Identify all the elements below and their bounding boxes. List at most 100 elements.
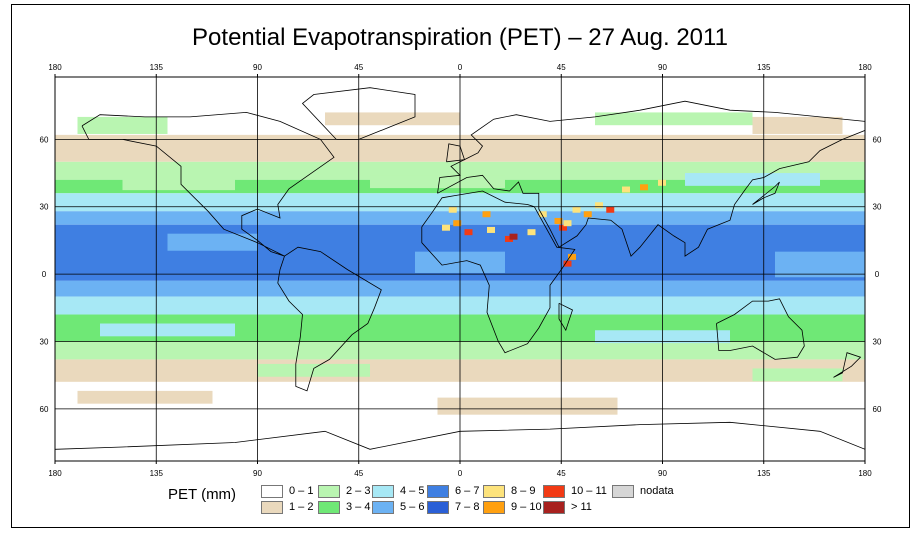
legend-label: 5 – 6 (400, 501, 425, 513)
lat-tick-left: 0 (42, 270, 47, 279)
legend-swatch (427, 485, 449, 498)
lat-tick-right: 60 (873, 135, 882, 144)
legend-label: nodata (640, 485, 674, 497)
lon-tick-bottom: 0 (458, 469, 463, 478)
pet-patch (77, 116, 168, 134)
pet-hotspot (464, 229, 473, 236)
pet-hotspot (658, 179, 666, 186)
lat-tick-left: 60 (40, 135, 49, 144)
continent-outline (833, 352, 862, 378)
lon-tick-bottom: 90 (253, 469, 262, 478)
lat-tick-left: 60 (40, 405, 49, 414)
lon-tick-top: 90 (253, 63, 262, 72)
legend-label: 4 – 5 (400, 485, 425, 497)
legend-swatch (543, 501, 565, 514)
pet-hotspot (622, 186, 630, 193)
pet-hotspot (606, 206, 615, 213)
lon-tick-top: 135 (757, 63, 771, 72)
lon-tick-top: 45 (557, 63, 566, 72)
lat-tick-left: 30 (40, 203, 49, 212)
lon-tick-top: 0 (458, 63, 463, 72)
pet-hotspot (563, 260, 572, 267)
legend-label: 7 – 8 (455, 501, 480, 513)
lat-tick-right: 60 (873, 405, 882, 414)
legend-label: > 11 (571, 501, 592, 513)
pet-hotspot (538, 211, 547, 218)
lon-tick-bottom: 135 (757, 469, 771, 478)
pet-hotspot (527, 229, 536, 236)
pet-hotspot (563, 220, 572, 227)
pet-hotspot (572, 206, 581, 213)
legend-label: 8 – 9 (511, 485, 536, 497)
lon-tick-top: 180 (858, 63, 872, 72)
pet-hotspot (453, 220, 462, 227)
lat-tick-left: 30 (40, 337, 49, 346)
legend-label: 9 – 10 (511, 501, 542, 513)
pet-patch (77, 390, 213, 404)
continent-outline (421, 190, 576, 354)
pet-hotspot (442, 224, 450, 231)
pet-patch (167, 233, 258, 251)
legend-swatch (261, 501, 283, 514)
lat-tick-right: 30 (873, 203, 882, 212)
pet-hotspot (640, 184, 648, 191)
lon-tick-bottom: 45 (557, 469, 566, 478)
lon-tick-top: 135 (150, 63, 164, 72)
pet-patch (595, 112, 753, 126)
pet-patch (437, 397, 618, 415)
pet-hotspot (505, 235, 513, 242)
pet-hotspot (509, 233, 518, 240)
pet-patch (325, 112, 460, 126)
pet-patch (100, 323, 235, 337)
pet-patch (257, 363, 370, 377)
pet-patch (752, 368, 843, 382)
pet-patch (775, 251, 865, 278)
pet-hotspot (554, 217, 563, 224)
legend-swatch (261, 485, 283, 498)
legend-swatch (372, 485, 394, 498)
legend-label: 0 – 1 (289, 485, 314, 497)
continent-outline (716, 298, 805, 360)
lon-tick-bottom: 180 (48, 469, 62, 478)
legend-swatch (612, 485, 634, 498)
continent-outline (558, 302, 573, 332)
lat-tick-right: 30 (873, 337, 882, 346)
legend-swatch (483, 501, 505, 514)
legend-swatch (483, 485, 505, 498)
legend-swatch (318, 485, 340, 498)
legend-label: 6 – 7 (455, 485, 480, 497)
legend-title: PET (mm) (168, 486, 237, 503)
continent-outline (277, 246, 382, 392)
pet-patch (122, 173, 235, 191)
lon-tick-top: 90 (658, 63, 667, 72)
pet-hotspot (487, 226, 495, 233)
legend-label: 3 – 4 (346, 501, 371, 513)
pet-hotspot (482, 211, 491, 218)
map-title: Potential Evapotranspiration (PET) – 27 … (192, 24, 728, 51)
pet-hotspot (583, 211, 592, 218)
lon-tick-top: 180 (48, 63, 62, 72)
legend-swatch (543, 485, 565, 498)
legend-swatch (427, 501, 449, 514)
axis-ticks: 180 180 135 135 90 90 45 45 0 0 45 45 90 90 135 135 180 1… (40, 63, 882, 478)
legend-label: 2 – 3 (346, 485, 371, 497)
legend-label: 10 – 11 (571, 485, 607, 497)
continent-outline (81, 111, 335, 257)
lon-tick-bottom: 90 (658, 469, 667, 478)
lon-tick-bottom: 180 (858, 469, 872, 478)
continent-outline (301, 87, 416, 140)
pet-hotspot (568, 253, 576, 260)
legend-label: 1 – 2 (289, 501, 314, 513)
legend-swatch (372, 501, 394, 514)
lat-tick-right: 0 (875, 270, 880, 279)
pet-hotspot (448, 206, 457, 213)
pet-patch (752, 116, 843, 134)
lon-tick-top: 45 (354, 63, 363, 72)
lon-tick-bottom: 135 (150, 469, 164, 478)
pet-hotspot (559, 224, 567, 231)
legend-swatch (318, 501, 340, 514)
continent-outline (437, 100, 865, 257)
lon-tick-bottom: 45 (354, 469, 363, 478)
pet-patch (370, 175, 505, 189)
